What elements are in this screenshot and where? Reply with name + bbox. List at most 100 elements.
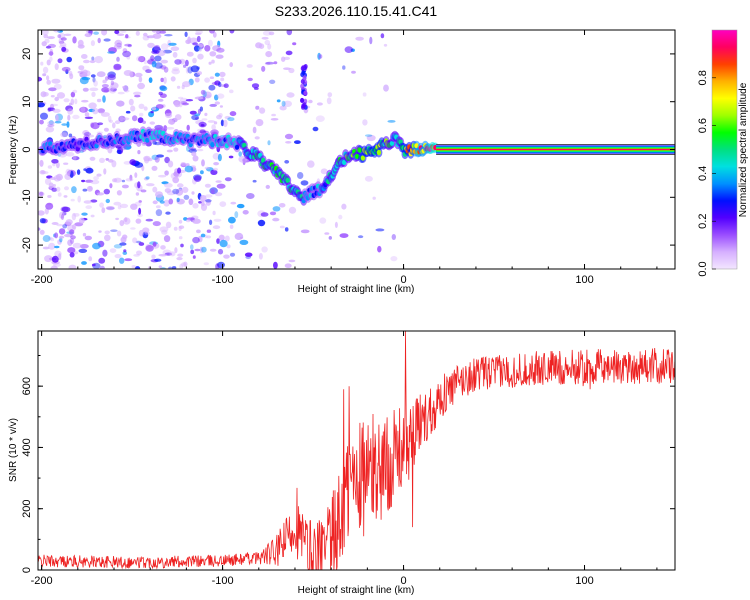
noise-speckle [142,120,147,125]
colorbar-frame [711,29,738,270]
noise-speckle [205,199,212,203]
noise-speckle [72,155,77,160]
noise-speckle [210,169,218,175]
noise-speckle [99,157,105,163]
noise-speckle [56,161,60,169]
colorbar-tick-label: 0.6 [697,118,709,133]
noise-speckle [204,194,213,198]
noise-speckle [61,123,68,126]
noise-speckle [153,44,161,51]
noise-speckle [44,255,53,263]
noise-speckle [175,188,184,196]
noise-speckle [213,218,222,222]
noise-speckle [122,251,128,256]
noise-speckle [90,74,96,78]
noise-speckle [99,202,104,208]
noise-speckle [165,126,175,130]
noise-speckle [312,126,319,132]
noise-speckle [152,200,158,205]
noise-speckle [138,76,143,83]
noise-speckle [74,98,78,105]
noise-speckle [209,103,217,107]
noise-speckle [170,46,180,51]
noise-speckle [217,153,222,162]
ridge-core [234,144,240,150]
colorbar-tick-label: 0.2 [697,214,709,229]
noise-speckle [201,246,207,253]
noise-speckle [216,93,225,99]
noise-speckle [207,39,213,47]
noise-speckle [84,112,90,118]
noise-speckle [145,218,154,222]
noise-speckle [204,77,211,83]
noise-speckle [117,205,122,210]
noise-speckle [324,232,330,235]
noise-speckle [107,115,112,123]
spectrogram-x-axis-label: Height of straight line (km) [298,284,415,295]
noise-speckle [65,168,72,176]
noise-speckle [97,122,104,126]
noise-speckle [285,141,292,144]
noise-speckle [91,91,96,97]
noise-speckle [163,199,170,207]
x-tick-label: -200 [31,274,53,286]
noise-speckle [39,170,46,175]
noise-speckle [239,239,249,245]
noise-speckle [93,31,99,35]
noise-speckle [152,140,157,145]
noise-speckle [48,242,56,250]
noise-speckle [205,198,211,206]
noise-speckle [315,115,325,122]
ridge-core [376,149,382,156]
noise-speckle [229,224,234,229]
noise-speckle [44,178,52,185]
noise-speckle [214,80,221,86]
noise-speckle [101,87,110,93]
noise-speckle [193,175,202,182]
noise-speckle [60,37,67,41]
noise-speckle [81,99,89,103]
noise-speckle [163,66,169,73]
noise-speckle [154,55,162,62]
noise-speckle [51,222,59,225]
noise-speckle [159,226,169,233]
noise-speckle [300,180,309,186]
noise-speckle [214,101,220,105]
noise-speckle [79,244,89,249]
noise-speckle [216,238,220,244]
noise-speckle [88,256,93,262]
spectrogram-y-axis-label: Frequency (Hz) [8,116,19,185]
noise-speckle [264,39,271,46]
noise-speckle [77,39,84,47]
tone-band-core [436,148,675,151]
colorbar-tick-label: 0.0 [697,261,709,276]
colorbar-gradient [712,30,737,269]
noise-speckle [242,210,249,215]
noise-speckle [380,33,385,39]
noise-speckle [147,42,155,49]
noise-speckle [102,249,108,257]
noise-speckle [351,70,356,74]
noise-speckle [42,73,47,77]
noise-speckle [198,235,203,243]
noise-speckle [82,232,87,237]
noise-speckle [132,237,138,244]
noise-speckle [119,115,124,122]
noise-speckle [41,171,49,175]
noise-speckle [188,148,197,153]
noise-speckle [102,95,106,103]
noise-speckle [326,97,332,105]
noise-speckle [135,192,140,196]
noise-speckle [258,252,263,260]
noise-speckle [46,75,50,81]
noise-speckle [79,76,89,85]
noise-speckle [288,206,297,214]
noise-speckle [156,154,165,158]
noise-speckle [272,206,281,212]
x-tick-label: 0 [400,575,406,587]
noise-speckle [124,43,132,47]
noise-speckle [215,54,224,59]
noise-speckle [265,61,275,65]
noise-speckle [214,72,220,77]
